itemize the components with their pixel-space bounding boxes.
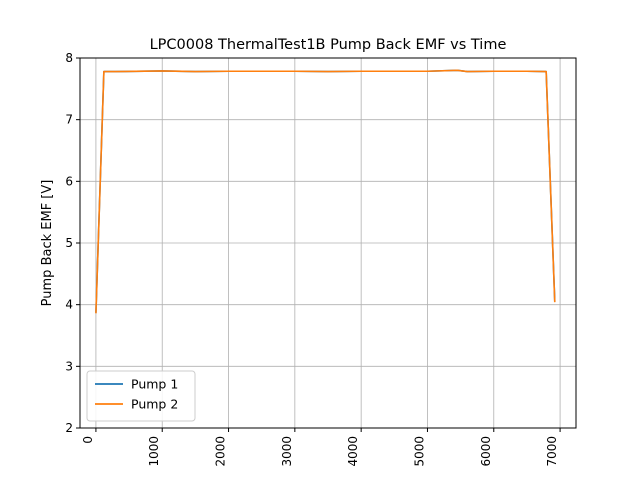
x-tick-label: 7000: [545, 436, 559, 467]
y-tick-label: 2: [65, 421, 73, 435]
series-line-pump-2: [96, 70, 555, 313]
x-tick-label: 0: [81, 436, 95, 444]
y-axis-label: Pump Back EMF [V]: [40, 180, 55, 307]
x-tick-label: 4000: [346, 436, 360, 467]
y-tick-label: 6: [65, 174, 73, 188]
y-tick-label: 7: [65, 113, 73, 127]
legend: Pump 1 Pump 2: [87, 371, 195, 421]
y-tick-label: 4: [65, 298, 73, 312]
x-tick-label: 1000: [147, 436, 161, 467]
chart-title: LPC0008 ThermalTest1B Pump Back EMF vs T…: [150, 37, 507, 53]
legend-label: Pump 2: [131, 397, 178, 412]
x-tick-label: 2000: [214, 436, 228, 467]
x-tick-label: 3000: [280, 436, 294, 467]
legend-label: Pump 1: [131, 377, 178, 392]
y-tick-label: 3: [65, 359, 73, 373]
y-tick-label: 8: [65, 51, 73, 65]
series-lines: [96, 70, 555, 313]
x-tick-label: 6000: [479, 436, 493, 467]
x-tick-label: 5000: [412, 436, 426, 467]
series-line-pump-1: [96, 70, 555, 312]
y-tick-label: 5: [65, 236, 73, 250]
